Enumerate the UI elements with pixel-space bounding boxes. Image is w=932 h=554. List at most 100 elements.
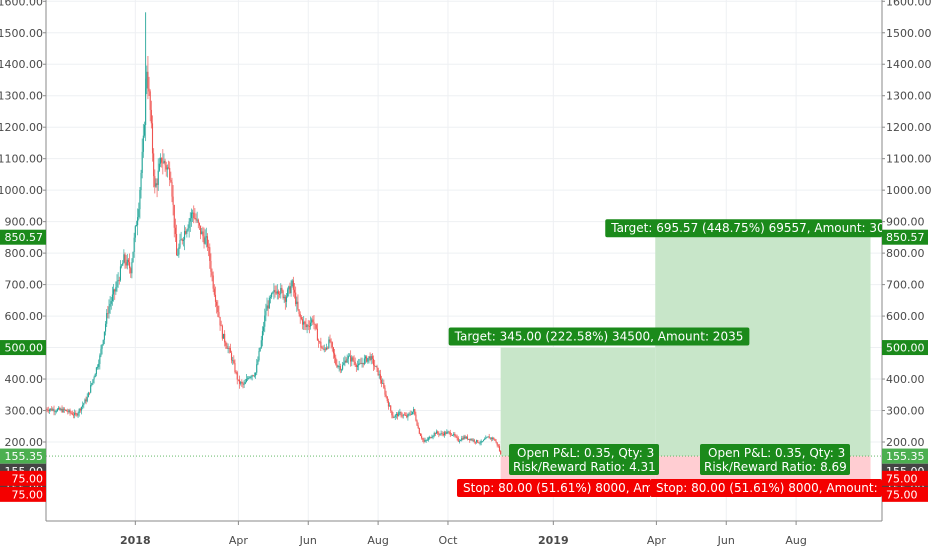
candle-body[interactable] — [54, 411, 56, 413]
candle-body[interactable] — [82, 405, 84, 407]
candle-body[interactable] — [71, 413, 73, 415]
candle-body[interactable] — [176, 233, 178, 256]
candle[interactable] — [458, 439, 460, 444]
candle[interactable] — [359, 358, 361, 366]
candle-body[interactable] — [170, 179, 172, 182]
candle-body[interactable] — [143, 124, 146, 136]
candle-body[interactable] — [47, 410, 49, 411]
candle-body[interactable] — [299, 313, 301, 318]
candle-body[interactable] — [261, 331, 263, 341]
candle-body[interactable] — [329, 339, 331, 342]
candle-body[interactable] — [222, 333, 225, 339]
candle[interactable] — [118, 276, 120, 285]
candle[interactable] — [376, 364, 378, 372]
candle-body[interactable] — [419, 433, 422, 436]
candle-body[interactable] — [247, 378, 249, 380]
candle[interactable] — [308, 320, 310, 334]
candle-body[interactable] — [179, 240, 181, 248]
candle[interactable] — [273, 283, 275, 300]
candle-body[interactable] — [51, 408, 53, 411]
candle-body[interactable] — [146, 71, 148, 89]
candle[interactable] — [405, 412, 407, 416]
candle[interactable] — [150, 100, 152, 129]
candle[interactable] — [372, 355, 375, 371]
candle-body[interactable] — [235, 372, 237, 373]
candle[interactable] — [493, 437, 495, 441]
candle-body[interactable] — [497, 445, 499, 447]
candle-body[interactable] — [296, 301, 298, 305]
candle[interactable] — [311, 317, 313, 326]
candle[interactable] — [56, 408, 59, 412]
candle-body[interactable] — [279, 293, 281, 295]
candle-body[interactable] — [363, 358, 365, 365]
candle[interactable] — [435, 429, 438, 434]
candle[interactable] — [210, 253, 212, 278]
candle[interactable] — [92, 379, 94, 385]
candle-body[interactable] — [400, 412, 402, 416]
candle-body[interactable] — [282, 290, 284, 299]
candle[interactable] — [293, 282, 296, 299]
candle-body[interactable] — [471, 439, 473, 441]
candle-body[interactable] — [461, 438, 463, 441]
candle[interactable] — [401, 412, 403, 419]
candle-body[interactable] — [114, 289, 116, 292]
candle-body[interactable] — [472, 439, 474, 441]
candle-body[interactable] — [318, 340, 320, 342]
candle-body[interactable] — [67, 411, 69, 413]
candle[interactable] — [364, 355, 367, 364]
candle[interactable] — [233, 355, 235, 365]
candle[interactable] — [498, 444, 501, 452]
candle[interactable] — [264, 308, 266, 333]
candle-body[interactable] — [315, 324, 317, 329]
candle-body[interactable] — [297, 301, 299, 310]
candle-body[interactable] — [314, 323, 316, 325]
candle[interactable] — [85, 396, 87, 405]
candle-body[interactable] — [224, 333, 226, 343]
candle-body[interactable] — [106, 313, 108, 324]
candle-body[interactable] — [177, 254, 179, 256]
candle-body[interactable] — [465, 436, 467, 439]
candle[interactable] — [303, 316, 305, 330]
candle[interactable] — [378, 370, 380, 379]
candle-body[interactable] — [96, 366, 99, 368]
candle[interactable] — [398, 410, 400, 417]
candle-body[interactable] — [350, 355, 352, 362]
candle-body[interactable] — [264, 315, 266, 327]
candle[interactable] — [494, 438, 496, 442]
candle[interactable] — [282, 289, 284, 300]
candle-body[interactable] — [447, 431, 449, 433]
candle-body[interactable] — [485, 437, 487, 440]
candle[interactable] — [197, 218, 199, 229]
candle[interactable] — [431, 434, 433, 439]
candle[interactable] — [476, 439, 478, 444]
candle-body[interactable] — [417, 425, 419, 429]
candle[interactable] — [281, 284, 283, 294]
candle[interactable] — [141, 138, 143, 179]
candle[interactable] — [117, 272, 119, 288]
candle[interactable] — [67, 408, 69, 415]
candle-body[interactable] — [484, 439, 486, 440]
candle-body[interactable] — [211, 271, 213, 276]
candle[interactable] — [58, 406, 60, 411]
candle[interactable] — [451, 434, 454, 436]
candle[interactable] — [429, 435, 431, 440]
candle[interactable] — [339, 363, 341, 374]
candle[interactable] — [83, 402, 85, 409]
candle-body[interactable] — [313, 321, 315, 324]
candle-body[interactable] — [345, 360, 347, 363]
candle[interactable] — [319, 340, 321, 344]
candle[interactable] — [274, 285, 276, 298]
target-label-bg[interactable] — [448, 327, 750, 346]
candle[interactable] — [393, 416, 395, 418]
candle[interactable] — [421, 433, 423, 440]
candle[interactable] — [453, 432, 455, 437]
candle-body[interactable] — [352, 357, 354, 361]
candle-body[interactable] — [292, 280, 294, 290]
candle-body[interactable] — [456, 436, 458, 438]
candle[interactable] — [106, 309, 108, 327]
candle-body[interactable] — [90, 385, 92, 393]
candle[interactable] — [84, 398, 86, 404]
candle[interactable] — [397, 412, 399, 420]
candle-body[interactable] — [268, 297, 270, 309]
candle-body[interactable] — [362, 362, 364, 365]
